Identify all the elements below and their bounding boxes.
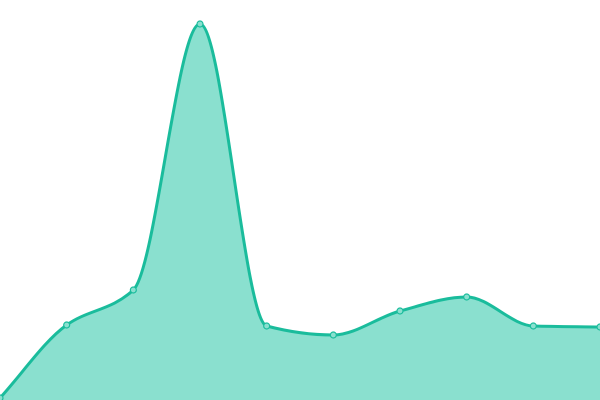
data-point-5 (329, 331, 337, 339)
series-line (0, 22, 600, 400)
data-point-4 (263, 322, 271, 330)
data-point-2 (129, 286, 137, 294)
data-point-1 (63, 321, 71, 329)
data-point-0 (0, 394, 4, 400)
area-fill (0, 24, 600, 400)
data-point-8 (529, 322, 537, 330)
data-point-9 (596, 323, 600, 331)
data-point-3 (196, 20, 204, 28)
data-points (0, 20, 600, 400)
data-point-6 (396, 307, 404, 315)
data-point-7 (463, 293, 471, 301)
